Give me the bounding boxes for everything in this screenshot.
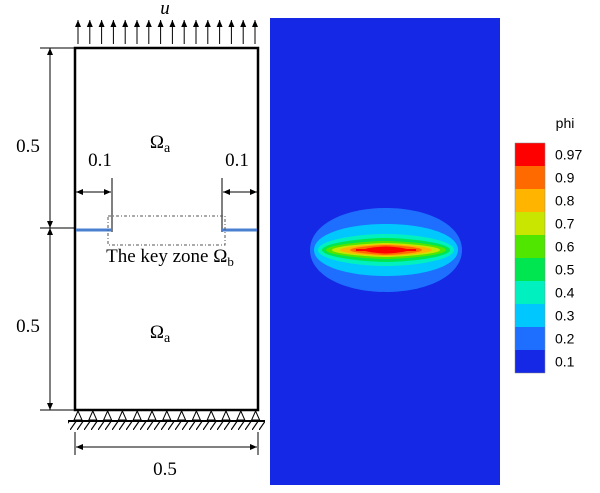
colorbar-label: 0.9 [555,170,575,186]
colorbar-label: 0.7 [555,216,575,232]
colorbar-label: 0.97 [555,147,582,163]
colorbar-swatch [515,212,545,235]
support [176,409,187,421]
colorbar-label: 0.2 [555,331,575,347]
colorbar-label: 0.3 [555,308,575,324]
region-sub: a [164,331,171,346]
support [162,409,172,421]
key-zone-box [107,215,226,246]
phase-field [270,18,500,485]
support [73,409,83,421]
colorbar-label: 0.4 [555,285,575,301]
domain-boundary [73,46,260,412]
colorbar-swatch [515,235,545,258]
dimension-label: 0.1 [225,150,249,171]
support [206,409,216,421]
key-zone-sub: b [227,254,234,269]
support [221,409,231,421]
colorbar-swatch [515,189,545,212]
colorbar-label: 0.5 [555,262,575,278]
colorbar-frame [514,142,546,374]
colorbar-swatch [515,281,545,304]
colorbar-label: 0.1 [555,354,575,370]
region-symbol: Ω [150,132,164,153]
load-arrows [75,20,258,44]
colorbar-swatch [515,304,545,327]
ground-hatch [68,421,265,430]
colorbar-swatch [515,143,545,166]
colorbar-title: phi [556,115,575,131]
colorbar-swatch [515,166,545,189]
dimension-label: 0.5 [153,459,177,480]
supports [73,409,261,421]
colorbar-swatch [515,258,545,281]
region-label: Ωa [150,132,171,156]
dimension-label: 0.5 [16,136,40,157]
support [88,409,98,421]
support [117,409,128,421]
colorbar-swatch [515,327,545,350]
colorbar-label: 0.8 [555,193,575,209]
load-label: u [160,0,170,19]
region-label: Ωa [150,322,171,346]
key-zone-text: The key zone Ω [106,246,227,267]
support [102,409,113,421]
support [132,409,142,421]
support [147,409,157,421]
dimension-label: 0.5 [16,316,40,337]
dimension-label: 0.1 [88,150,112,171]
support [250,409,261,421]
key-zone-label: The key zone Ωb [106,246,234,269]
support [236,409,246,421]
support [191,409,202,421]
colorbar-swatch [515,350,545,373]
region-symbol: Ω [150,322,164,343]
colorbar-label: 0.6 [555,239,575,255]
region-sub: a [164,141,171,156]
colorbar: phi 0.97 0.9 0.8 0.7 0.6 0.5 0.4 0.3 0.2 0.1 [514,115,582,374]
schematic: u 0.5 0.5 0.1 0.1 The key zone Ωb Ωa Ωa … [16,0,265,480]
